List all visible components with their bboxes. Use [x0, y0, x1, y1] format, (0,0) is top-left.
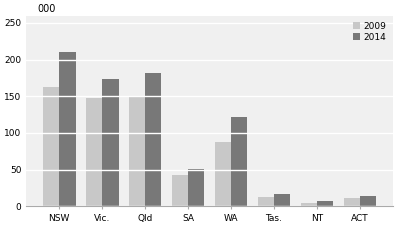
Bar	[301, 202, 317, 206]
Bar	[258, 197, 274, 206]
Bar	[317, 201, 333, 206]
Bar	[274, 194, 290, 206]
Bar	[43, 87, 59, 206]
Bar	[231, 117, 247, 206]
Bar	[59, 52, 75, 206]
Bar	[188, 169, 204, 206]
Bar	[360, 196, 376, 206]
Text: 000: 000	[38, 4, 56, 14]
Bar	[102, 79, 119, 206]
Bar	[343, 198, 360, 206]
Bar	[172, 175, 188, 206]
Bar	[86, 98, 102, 206]
Bar	[215, 142, 231, 206]
Legend: 2009, 2014: 2009, 2014	[351, 20, 388, 43]
Bar	[145, 74, 162, 206]
Bar	[129, 96, 145, 206]
